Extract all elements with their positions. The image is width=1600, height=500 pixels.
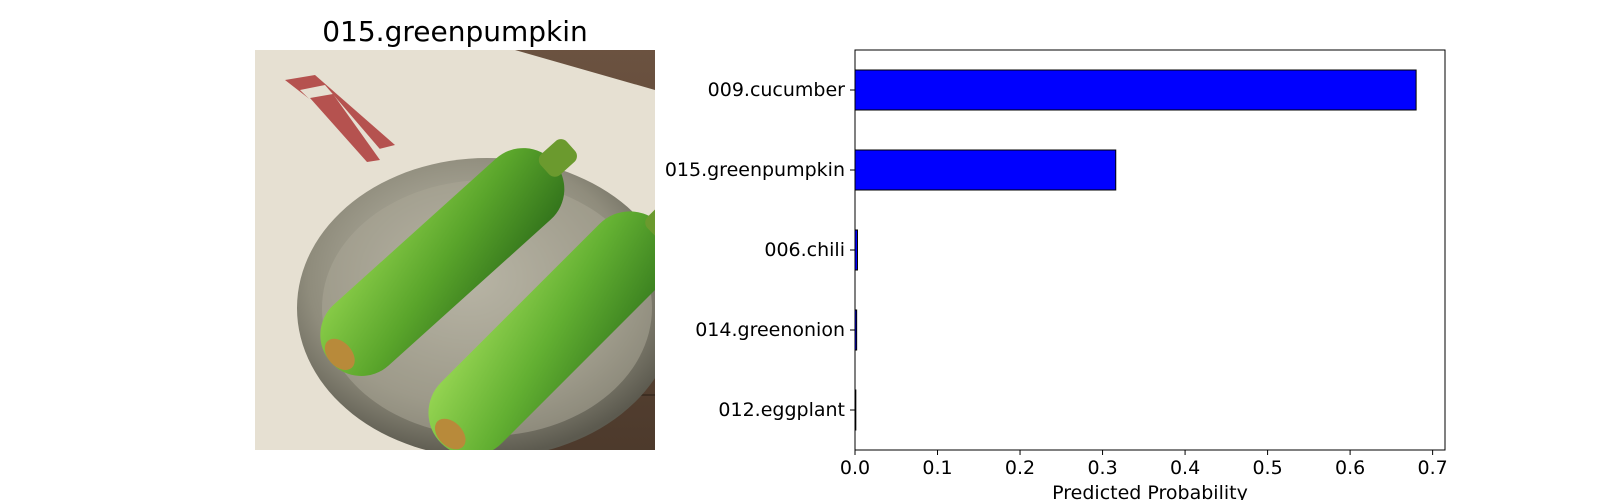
y-tick-label: 006.chili xyxy=(764,239,845,261)
zucchini-photo xyxy=(255,50,655,450)
x-tick-label: 0.5 xyxy=(1252,457,1282,479)
y-tick-label: 015.greenpumpkin xyxy=(665,159,845,181)
plot-frame xyxy=(854,49,1446,451)
input-photo xyxy=(255,50,655,450)
x-tick-label: 0.6 xyxy=(1335,457,1365,479)
y-tick-label: 009.cucumber xyxy=(708,79,846,101)
bar xyxy=(854,69,1417,111)
x-tick-label: 0.4 xyxy=(1170,457,1200,479)
image-title: 015.greenpumpkin xyxy=(322,15,588,48)
bar xyxy=(854,149,1117,191)
x-tick-label: 0.0 xyxy=(840,457,870,479)
x-axis-label: Predicted Probability xyxy=(1052,482,1248,500)
x-tick-label: 0.7 xyxy=(1418,457,1448,479)
y-tick-label: 014.greenonion xyxy=(695,319,845,341)
x-tick-label: 0.1 xyxy=(922,457,952,479)
x-tick-label: 0.3 xyxy=(1087,457,1117,479)
x-tick-label: 0.2 xyxy=(1005,457,1035,479)
y-tick-label: 012.eggplant xyxy=(718,399,845,421)
